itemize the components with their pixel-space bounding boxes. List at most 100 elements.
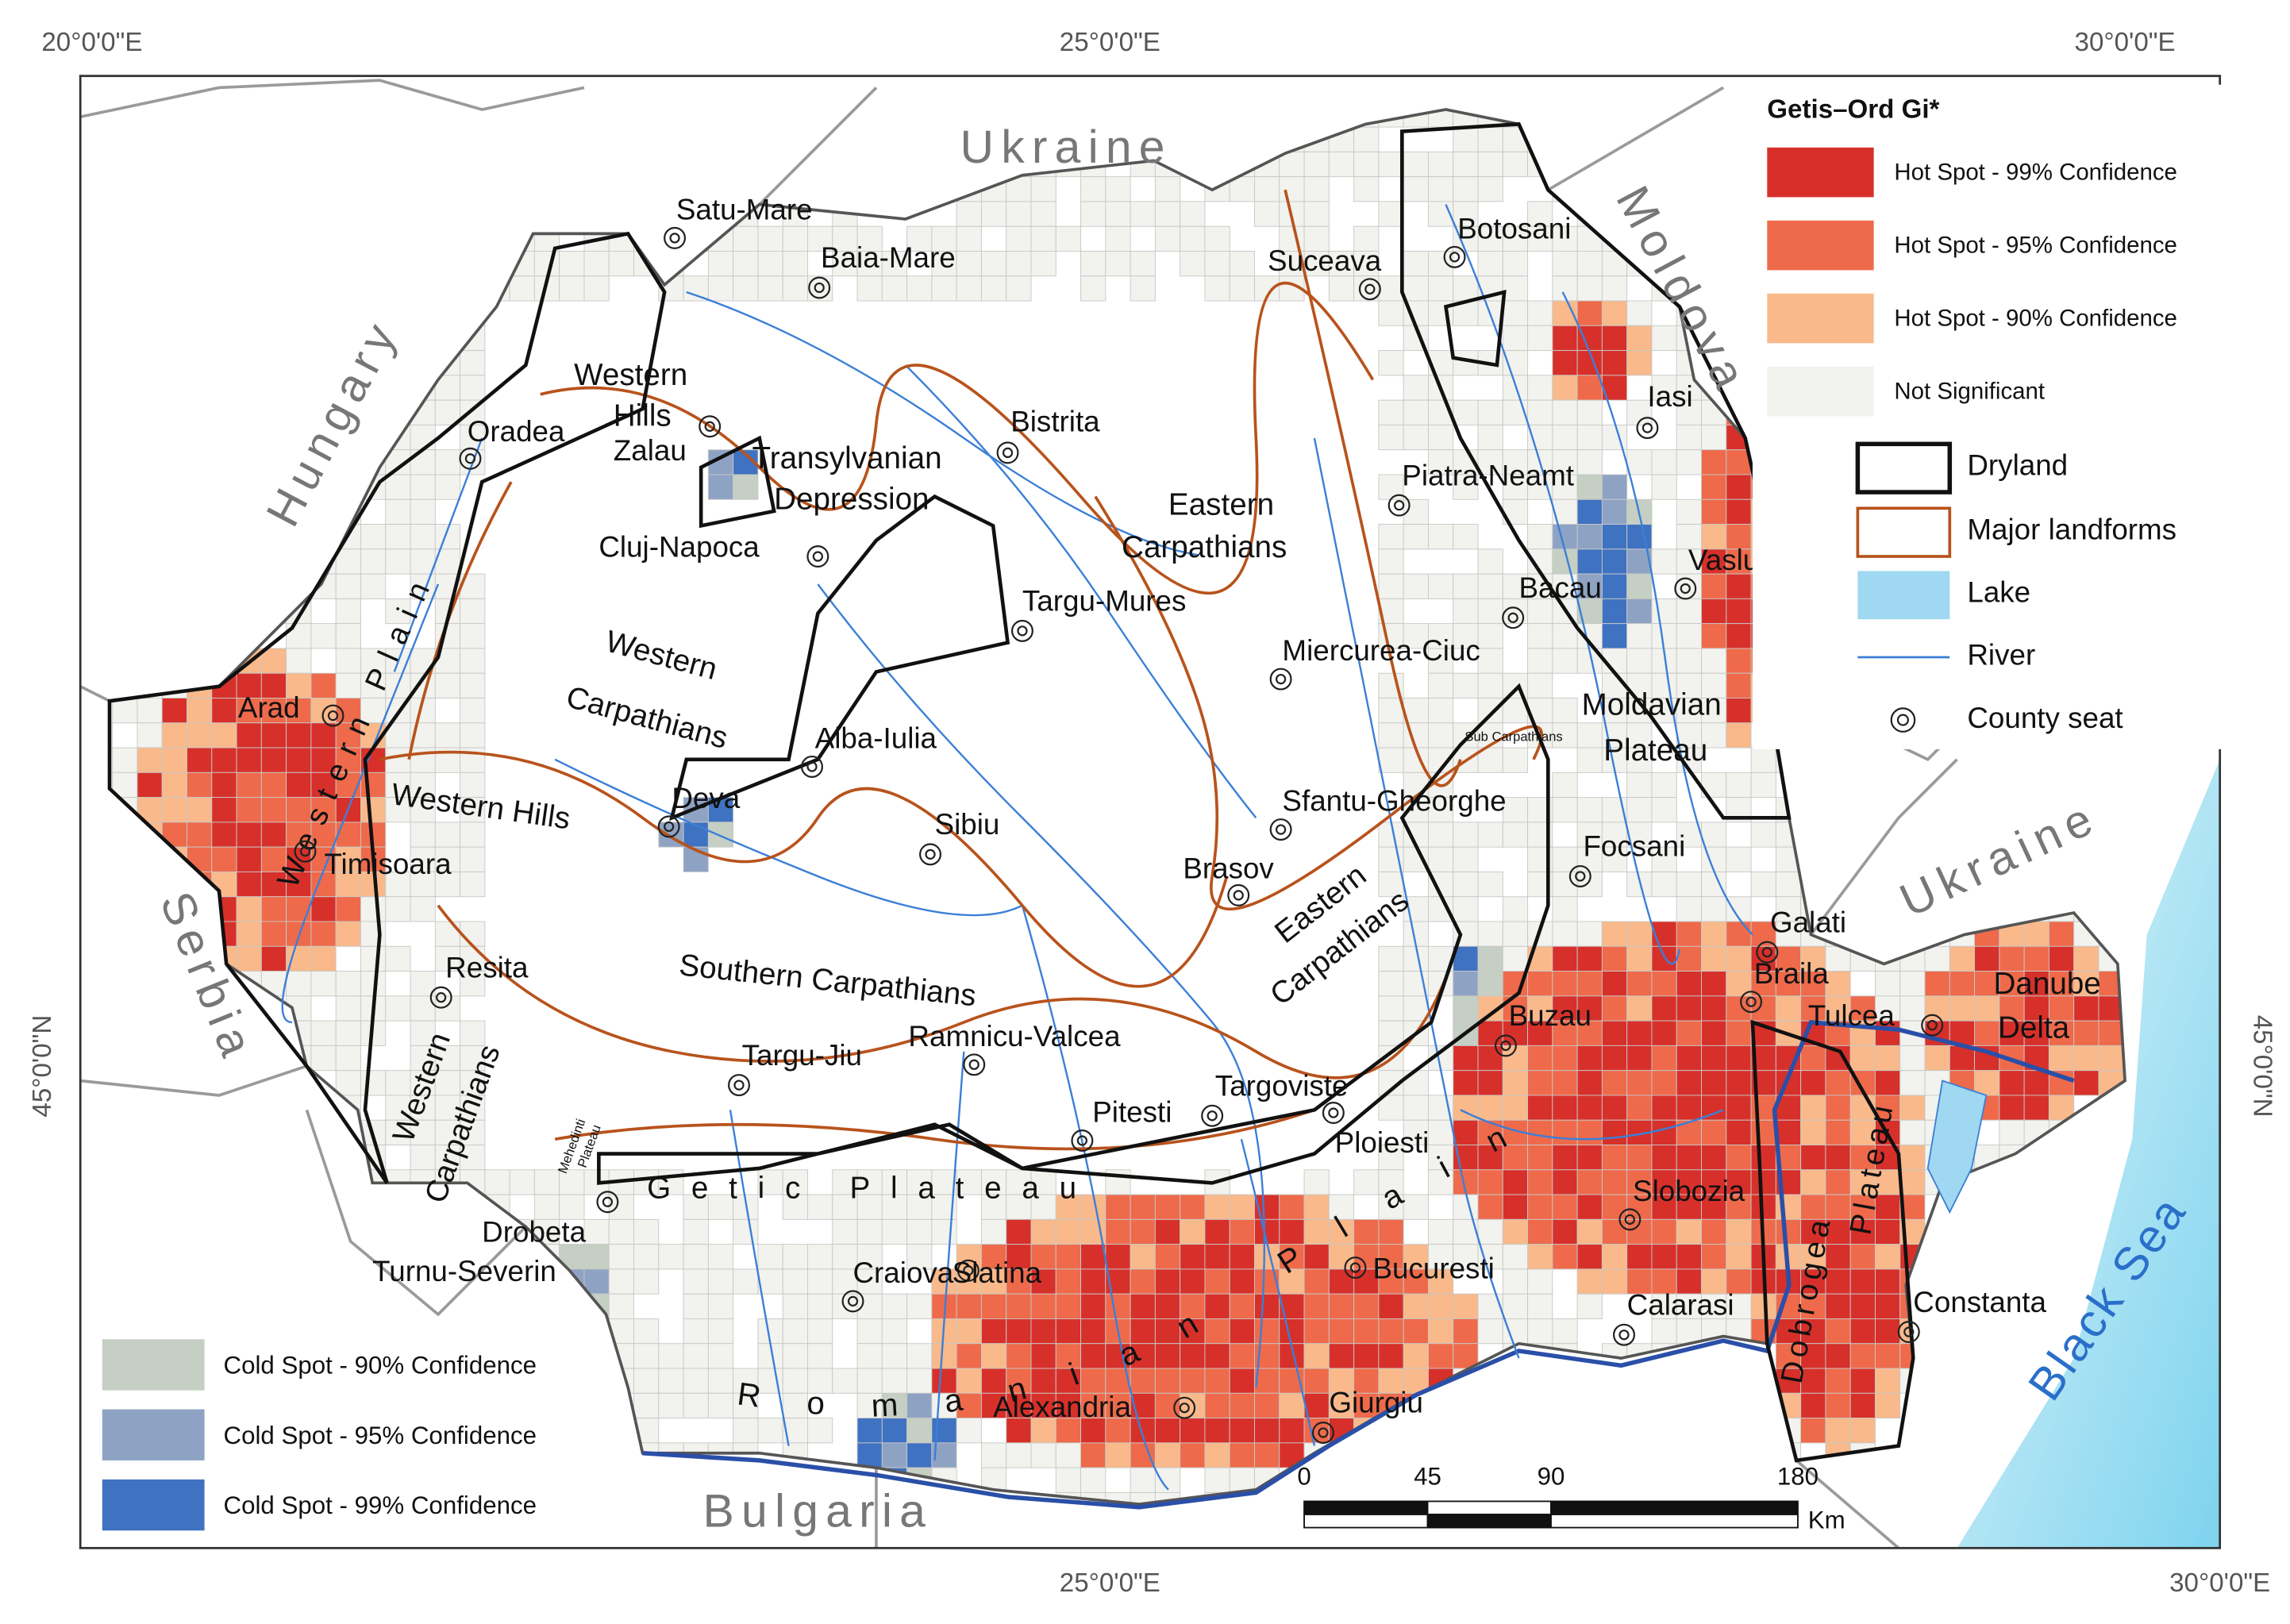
county-seat-label: Alexandria: [993, 1391, 1131, 1423]
grid-cell: [1676, 822, 1702, 848]
county-seat-inner: [1233, 890, 1244, 901]
grid-cell: [1949, 971, 1976, 997]
grid-cell: [286, 747, 312, 773]
grid-cell: [1378, 1218, 1404, 1245]
grid-cell: [1055, 1293, 1082, 1319]
grid-cell: [1378, 1169, 1404, 1195]
grid-cell: [2098, 1020, 2124, 1046]
county-seat-inner: [1364, 283, 1376, 294]
grid-cell: [856, 1169, 883, 1195]
grid-cell: [608, 251, 634, 277]
grid-cell: [385, 747, 411, 773]
county-seat-outer: [1502, 606, 1525, 629]
grid-cell: [1875, 1392, 1901, 1419]
county-seat-outer: [1311, 1421, 1334, 1444]
grid-cell: [980, 1218, 1007, 1245]
grid-cell: [211, 698, 237, 724]
landform-boundary: [1284, 189, 1462, 787]
grid-cell: [460, 375, 486, 401]
grid-cell: [460, 1145, 486, 1171]
county-seat-inner: [1179, 1403, 1190, 1414]
grid-cell: [1601, 1169, 1628, 1195]
grid-cell: [1676, 1169, 1702, 1195]
grid-cell: [260, 747, 287, 773]
grid-cell: [1552, 995, 1578, 1022]
grid-cell: [310, 1045, 337, 1072]
grid-cell: [1601, 1070, 1628, 1096]
county-seat-label: Brasov: [1183, 852, 1274, 884]
grid-cell: [1527, 971, 1553, 997]
grid-cell: [1601, 524, 1628, 550]
grid-cell: [1427, 1343, 1454, 1369]
county-seat-label: Slobozia: [1633, 1175, 1745, 1207]
county-seat-outer: [963, 1053, 986, 1076]
grid-cell: [956, 1293, 982, 1319]
grid-cell: [1626, 921, 1653, 947]
grid-cell: [931, 1343, 957, 1369]
grid-cell: [1651, 1020, 1677, 1046]
grid-cell: [1726, 846, 1752, 872]
grid-cell: [1825, 971, 1851, 997]
grid-cell: [956, 251, 982, 277]
grid-cell: [931, 275, 957, 302]
grid-cell: [2048, 945, 2075, 972]
county-seat-outer: [1568, 864, 1591, 887]
grid-cell: [1303, 1343, 1330, 1369]
grid-cell: [211, 797, 237, 823]
dryland-outline: [1750, 1019, 1915, 1463]
grid-cell: [1875, 971, 1901, 997]
grid-cell: [1303, 1169, 1330, 1195]
grid-cell: [1279, 151, 1305, 178]
landform-label: Moldavian: [1582, 688, 1722, 722]
river: [1021, 905, 1169, 1491]
county-seat-inner: [1275, 673, 1287, 685]
grid-cell: [260, 698, 287, 724]
river: [729, 1110, 790, 1446]
grid-cell: [1006, 1293, 1032, 1319]
county-seat-label: Sfantu-Gheorghe: [1282, 785, 1506, 818]
grid-cell: [1353, 1343, 1380, 1369]
county-seat-outer: [1674, 577, 1697, 600]
grid-cell: [956, 1343, 982, 1369]
grid-cell: [1378, 399, 1404, 425]
landform-boundary: [1094, 495, 1543, 911]
grid-cell: [1453, 945, 1479, 972]
scale-segment: [1550, 1500, 1799, 1515]
grid-cell: [1303, 201, 1330, 227]
grid-cell: [1105, 176, 1131, 202]
grid-cell: [1453, 1318, 1479, 1345]
grid-cell: [1105, 1392, 1131, 1419]
grid-cell: [980, 251, 1007, 277]
scale-tick-label: 45: [1414, 1462, 1441, 1490]
grid-cell: [335, 698, 361, 724]
grid-cell: [782, 1318, 808, 1345]
grid-cell: [236, 945, 262, 972]
grid-cell: [1875, 1293, 1901, 1319]
legend-label: Hot Spot - 99% Confidence: [1894, 160, 2177, 186]
grid-cell: [807, 1244, 833, 1270]
grid-cell: [1626, 623, 1653, 649]
grid-cell: [1378, 1095, 1404, 1121]
county-seat-inner: [1761, 947, 1772, 958]
grid-cell: [1676, 648, 1702, 674]
grid-cell: [2073, 1020, 2099, 1046]
grid-cell: [1676, 424, 1702, 451]
grid-cell: [1726, 1119, 1752, 1145]
grid-cell: [633, 1169, 660, 1195]
graticule-label: 30°0'0"E: [2075, 28, 2176, 57]
grid-cell: [1726, 1194, 1752, 1220]
grid-cell: [733, 251, 759, 277]
grid-cell: [733, 275, 759, 302]
grid-cell: [881, 1194, 908, 1220]
grid-cell: [1999, 1020, 2025, 1046]
grid-cell: [260, 871, 287, 898]
legend-label: Dryland: [1967, 448, 2068, 481]
grid-cell: [1825, 1293, 1851, 1319]
grid-cell: [1552, 921, 1578, 947]
grid-cell: [410, 896, 436, 922]
grid-cell: [1477, 1293, 1503, 1319]
county-seat-label: Braila: [1754, 957, 1830, 990]
grid-cell: [1427, 573, 1454, 599]
graticule-label: 30°0'0"E: [2169, 1568, 2270, 1598]
grid-cell: [757, 225, 783, 252]
